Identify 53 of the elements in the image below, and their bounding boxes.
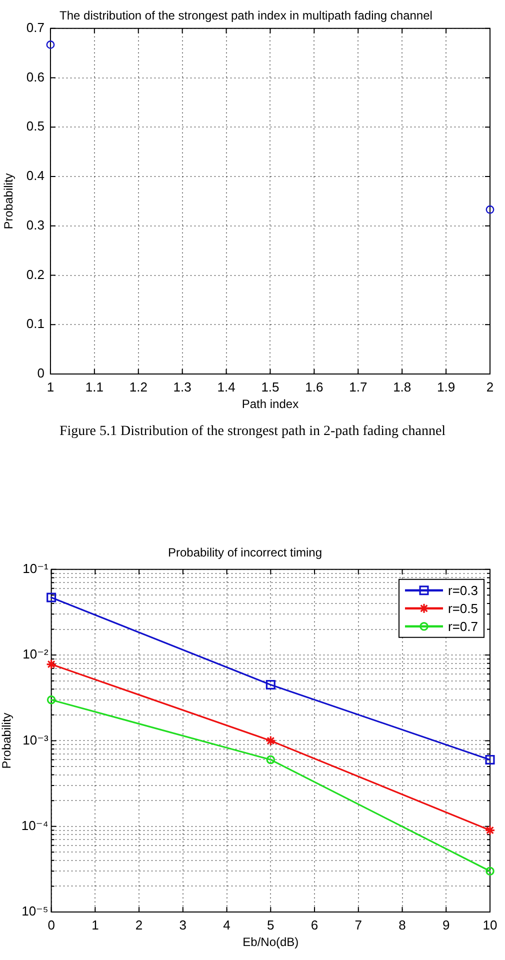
x-tick-label: 2 — [486, 379, 494, 394]
y-tick-label: 0.6 — [26, 69, 44, 84]
point — [266, 755, 276, 764]
caption: Figure 5.1 Distribution of the strongest path in 2-path fading channel — [58, 424, 447, 440]
x-tick-label: 1.1 — [85, 379, 104, 394]
x-tick-label: 5 — [267, 917, 274, 932]
x-tick-label: 1 — [46, 379, 54, 394]
point — [46, 592, 56, 602]
point — [46, 695, 56, 704]
point — [486, 866, 494, 876]
y-tick-label: 0.1 — [26, 316, 44, 332]
x-tick-label: 7 — [354, 917, 362, 932]
y-tick-label: 10⁻⁴ — [21, 818, 48, 833]
x-tick-label: 1.7 — [349, 379, 368, 394]
x-tick-label: 1 — [92, 917, 99, 932]
x-tick-label: 6 — [310, 917, 318, 932]
x-tick-label: 10 — [482, 917, 498, 932]
x-tick-label: 4 — [223, 917, 230, 932]
legend-label: r=0.7 — [448, 618, 478, 634]
y-tick-label: 0.4 — [26, 168, 44, 184]
x-tick-label: 1.3 — [173, 379, 192, 394]
legend-label: r=0.3 — [448, 582, 478, 598]
x-axis-title: Eb/No(dB) — [242, 935, 299, 950]
x-axis-title: Path index — [242, 397, 299, 412]
point — [484, 824, 496, 836]
y-tick-label: 0 — [37, 366, 44, 381]
x-tick-label: 2 — [135, 917, 143, 932]
point — [266, 680, 276, 690]
x-tick-label: 1.9 — [437, 379, 456, 394]
y-tick-label: 0.2 — [26, 266, 44, 282]
y-tick-label: 10⁻¹ — [22, 560, 49, 576]
x-tick-label: 1.4 — [217, 379, 236, 394]
x-tick-label: 8 — [398, 917, 406, 932]
y-tick-label: 0.3 — [26, 217, 44, 232]
y-tick-label: 10⁻⁵ — [22, 904, 48, 919]
x-tick-label: 1.5 — [261, 379, 280, 394]
chart-title: Probability of incorrect timing — [168, 546, 322, 560]
chart-title: The distribution of the strongest path index in multipath fading channel — [60, 8, 432, 23]
x-tick-label: 1.2 — [129, 379, 148, 394]
point — [46, 658, 57, 670]
point — [265, 735, 276, 746]
x-tick-label: 1.8 — [393, 379, 412, 394]
x-tick-label: 1.6 — [305, 379, 324, 394]
y-axis-title: Probability — [0, 712, 14, 769]
point — [485, 754, 495, 764]
y-tick-label: 0.7 — [26, 20, 44, 35]
x-tick-label: 9 — [442, 917, 450, 932]
y-tick-label: 0.5 — [26, 118, 44, 134]
y-tick-label: 10⁻³ — [22, 732, 49, 748]
y-axis-title: Probability — [2, 173, 16, 230]
legend-label: r=0.5 — [448, 600, 478, 616]
x-tick-label: 3 — [179, 917, 187, 932]
y-tick-label: 10⁻² — [22, 646, 49, 662]
